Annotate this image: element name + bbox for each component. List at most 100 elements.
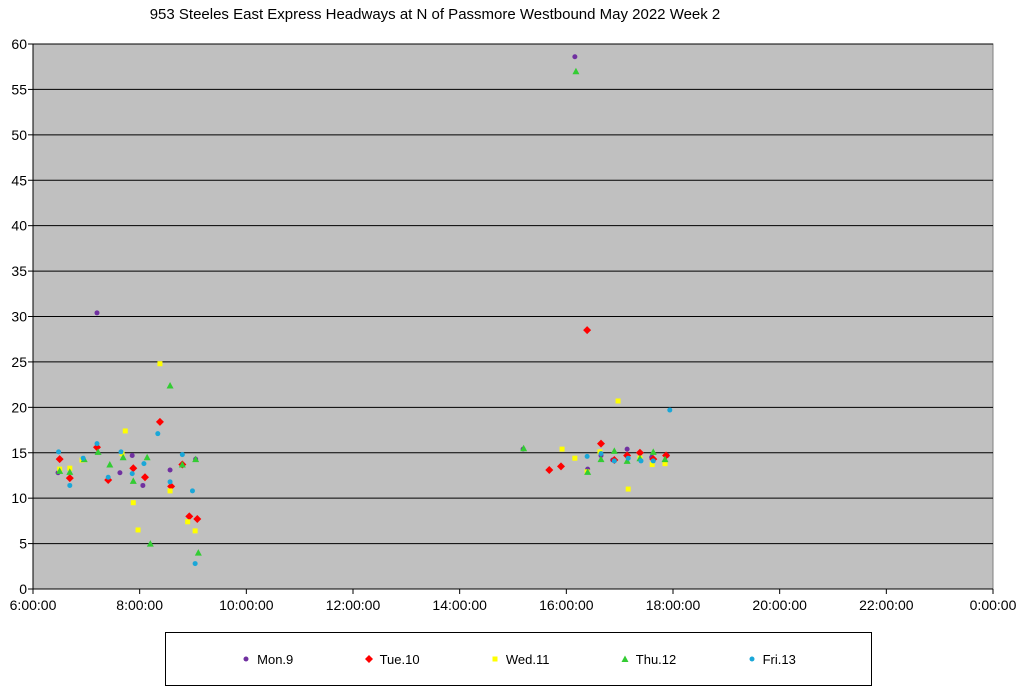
data-point bbox=[194, 549, 202, 556]
legend-label: Tue.10 bbox=[379, 651, 420, 667]
data-point bbox=[649, 462, 655, 468]
data-point bbox=[667, 407, 673, 413]
data-point bbox=[65, 474, 74, 483]
data-point bbox=[130, 500, 136, 506]
legend-item: Fri.13 bbox=[747, 652, 796, 667]
y-tick-label: 25 bbox=[11, 354, 27, 370]
data-point bbox=[598, 451, 604, 457]
data-point bbox=[192, 528, 198, 534]
scatter-chart: 0 5 10 15 20 25 30 35 40 45 50 55 60 6:00:00 8:00:00 10… bbox=[10, 36, 1017, 613]
data-point bbox=[129, 477, 137, 484]
y-tick-label: 35 bbox=[11, 263, 27, 279]
x-tick-label: 18:00:00 bbox=[646, 597, 701, 613]
x-tick-label: 12:00:00 bbox=[326, 597, 381, 613]
data-point bbox=[140, 482, 146, 488]
data-point bbox=[572, 67, 580, 75]
data-point bbox=[624, 446, 630, 452]
legend-marker bbox=[749, 656, 755, 662]
legend-label: Wed.11 bbox=[505, 651, 550, 667]
data-point bbox=[179, 452, 185, 458]
y-tick-label: 5 bbox=[19, 536, 27, 552]
data-point bbox=[625, 486, 631, 492]
data-point bbox=[155, 431, 161, 437]
data-point bbox=[185, 519, 191, 525]
x-tick-label: 6:00:00 bbox=[10, 597, 57, 613]
legend: Mon.9 Tue.10 Wed.11 Thu.12 Fri.13 bbox=[165, 632, 872, 686]
data-point bbox=[520, 444, 528, 452]
data-point bbox=[193, 515, 202, 524]
x-tick-label: 0:00:00 bbox=[970, 597, 1017, 613]
data-point bbox=[129, 464, 138, 473]
legend-item: Wed.11 bbox=[490, 651, 550, 667]
data-point bbox=[178, 461, 186, 468]
data-point bbox=[638, 458, 644, 464]
data-point bbox=[129, 471, 135, 477]
data-point bbox=[597, 455, 605, 463]
data-point bbox=[94, 310, 100, 316]
data-point bbox=[661, 455, 669, 463]
data-point bbox=[67, 465, 73, 471]
x-tick-label: 16:00:00 bbox=[539, 597, 594, 613]
x-tick-label: 20:00:00 bbox=[752, 597, 807, 613]
legend-item: Tue.10 bbox=[364, 652, 420, 667]
data-point bbox=[572, 54, 578, 60]
data-point bbox=[56, 467, 64, 474]
data-point bbox=[166, 382, 174, 389]
data-point bbox=[192, 561, 198, 567]
data-point bbox=[584, 468, 592, 475]
legend-marker bbox=[243, 656, 249, 662]
y-tick-label: 10 bbox=[11, 490, 27, 506]
y-tick-label: 0 bbox=[19, 581, 27, 597]
data-point bbox=[167, 482, 176, 491]
legend-marker bbox=[364, 655, 373, 663]
y-tick-label: 20 bbox=[11, 399, 27, 415]
data-point bbox=[584, 453, 590, 459]
y-tick-label: 45 bbox=[11, 172, 27, 188]
y-tick-label: 50 bbox=[11, 127, 27, 143]
legend-marker bbox=[621, 655, 629, 662]
legend-label: Thu.12 bbox=[635, 651, 677, 667]
legend-marker bbox=[492, 656, 498, 662]
y-tick-label: 60 bbox=[11, 36, 27, 52]
data-point bbox=[141, 473, 149, 482]
y-tick-label: 30 bbox=[11, 309, 27, 325]
data-point bbox=[119, 453, 127, 461]
data-point bbox=[94, 441, 100, 447]
data-point bbox=[635, 448, 644, 457]
data-point bbox=[189, 488, 195, 494]
y-tick-label: 55 bbox=[11, 81, 27, 97]
data-point bbox=[649, 448, 657, 455]
data-point bbox=[117, 470, 123, 476]
legend-label: Fri.13 bbox=[762, 651, 796, 667]
x-tick-label: 8:00:00 bbox=[116, 597, 163, 613]
legend-item: Mon.9 bbox=[241, 652, 293, 667]
data-point bbox=[106, 461, 114, 468]
data-point bbox=[135, 527, 141, 533]
legend-marker-icon bbox=[243, 656, 249, 662]
data-point bbox=[611, 458, 617, 464]
legend-marker-icon bbox=[492, 656, 498, 662]
data-point bbox=[118, 449, 124, 455]
data-point bbox=[93, 443, 101, 452]
data-point bbox=[129, 452, 135, 458]
data-point bbox=[625, 455, 631, 461]
data-point bbox=[105, 474, 111, 480]
data-point bbox=[143, 453, 151, 461]
legend-marker-icon bbox=[364, 655, 373, 663]
data-point bbox=[192, 455, 200, 463]
y-tick-label: 15 bbox=[11, 445, 27, 461]
data-point bbox=[157, 361, 163, 367]
data-point bbox=[146, 540, 154, 547]
x-tick-label: 10:00:00 bbox=[219, 597, 274, 613]
data-point bbox=[559, 446, 565, 452]
data-point bbox=[185, 512, 194, 521]
data-point bbox=[122, 428, 128, 434]
x-tick-label: 14:00:00 bbox=[432, 597, 487, 613]
series-fri-13 bbox=[56, 407, 673, 567]
data-point bbox=[583, 326, 592, 335]
data-point bbox=[167, 467, 173, 473]
data-point bbox=[545, 466, 554, 475]
data-point bbox=[141, 461, 147, 467]
data-point bbox=[662, 461, 668, 467]
data-point bbox=[80, 455, 86, 461]
